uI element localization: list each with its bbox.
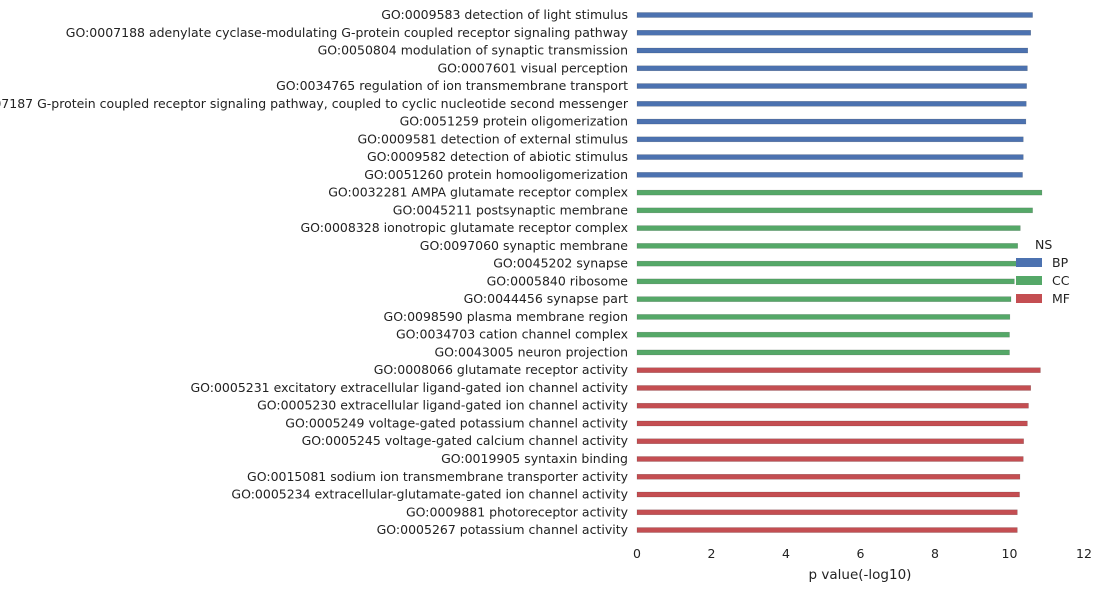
category-label: GO:0007188 adenylate cyclase-modulating …	[66, 25, 629, 40]
x-tick-label: 12	[1076, 546, 1092, 561]
category-label: GO:0051260 protein homooligomerization	[364, 167, 628, 182]
x-axis-label: p value(-log10)	[809, 567, 912, 583]
legend-swatch-mf	[1016, 294, 1042, 303]
x-tick-label: 0	[633, 546, 641, 561]
category-label: GO:0045202 synapse	[493, 256, 628, 271]
category-label: GO:0005234 extracellular-glutamate-gated…	[231, 487, 628, 502]
legend: NS BP CC MF	[1016, 237, 1070, 306]
category-label: GO:0009881 photoreceptor activity	[406, 504, 629, 519]
bar-mf-21	[636, 367, 1041, 373]
legend-swatch-cc	[1016, 276, 1042, 285]
category-label: GO:0043005 neuron projection	[434, 344, 628, 359]
category-label: GO:0044456 synapse part	[464, 291, 628, 306]
bar-bp-5	[636, 83, 1027, 89]
category-label: GO:0097060 synaptic membrane	[420, 238, 629, 253]
bars-layer	[636, 12, 1043, 533]
category-label: GO:0008066 glutamate receptor activity	[374, 362, 629, 377]
category-label: GO:0008328 ionotropic glutamate receptor…	[301, 220, 629, 235]
bar-mf-23	[636, 402, 1029, 409]
category-label: GO:0005267 potassium channel activity	[377, 522, 629, 537]
legend-label-bp: BP	[1052, 255, 1069, 270]
bar-mf-26	[636, 456, 1024, 462]
category-label: GO:0051259 protein oligomerization	[400, 114, 628, 129]
bar-bp-4	[636, 65, 1028, 72]
legend-label-cc: CC	[1052, 273, 1070, 288]
bar-bp-1	[636, 12, 1033, 18]
category-label: GO:0015081 sodium ion transmembrane tran…	[247, 469, 629, 484]
bar-mf-28	[636, 491, 1020, 498]
x-axis-ticks: 0 2 4 6 8 10 12	[633, 546, 1092, 561]
legend-title: NS	[1035, 237, 1052, 252]
category-label: GO:0007187 G-protein coupled receptor si…	[0, 96, 629, 111]
legend-swatch-bp	[1016, 258, 1042, 267]
x-tick-label: 4	[782, 546, 790, 561]
bar-cc-15	[636, 260, 1018, 267]
bar-cc-18	[636, 314, 1011, 320]
bar-bp-9	[636, 154, 1024, 160]
category-label: GO:0034703 cation channel complex	[396, 327, 628, 342]
category-label: GO:0005249 voltage-gated potassium chann…	[285, 415, 628, 430]
bar-bp-6	[636, 101, 1027, 107]
category-label: GO:0005230 extracellular ligand-gated io…	[257, 398, 629, 413]
legend-label-mf: MF	[1052, 291, 1070, 306]
x-tick-label: 10	[1002, 546, 1018, 561]
bar-bp-7	[636, 118, 1027, 125]
bar-mf-27	[636, 474, 1021, 480]
x-tick-label: 6	[857, 546, 865, 561]
x-tick-label: 8	[931, 546, 939, 561]
bar-cc-16	[636, 278, 1015, 285]
category-label: GO:0098590 plasma membrane region	[384, 309, 628, 324]
category-label: GO:0045211 postsynaptic membrane	[393, 202, 629, 217]
bar-cc-20	[636, 349, 1010, 356]
bar-mf-30	[636, 527, 1018, 533]
bar-bp-3	[636, 47, 1029, 54]
category-labels: GO:0009583 detection of light stimulus GO…	[0, 7, 629, 537]
bar-cc-11	[636, 189, 1043, 196]
x-tick-label: 2	[708, 546, 716, 561]
category-label: GO:0032281 AMPA glutamate receptor compl…	[328, 185, 628, 200]
bar-mf-29	[636, 509, 1018, 516]
category-label: GO:0005231 excitatory extracellular liga…	[190, 380, 628, 395]
bar-mf-22	[636, 385, 1031, 391]
bar-mf-25	[636, 438, 1024, 444]
bar-cc-12	[636, 207, 1033, 214]
category-label: GO:0005840 ribosome	[487, 273, 629, 288]
category-label: GO:0005245 voltage-gated calcium channel…	[302, 433, 629, 448]
category-label: GO:0007601 visual perception	[437, 60, 628, 75]
category-label: GO:0009583 detection of light stimulus	[381, 7, 628, 22]
category-label: GO:0050804 modulation of synaptic transm…	[318, 43, 628, 58]
bar-bp-2	[636, 30, 1031, 36]
bar-mf-24	[636, 420, 1028, 427]
bar-cc-19	[636, 331, 1010, 338]
category-label: GO:0009581 detection of external stimulu…	[358, 131, 629, 146]
category-label: GO:0019905 syntaxin binding	[441, 451, 628, 466]
bar-bp-8	[636, 136, 1024, 143]
bar-cc-13	[636, 225, 1021, 231]
bar-cc-14	[636, 243, 1018, 249]
legend-entries: BP CC MF	[1016, 255, 1070, 306]
bar-bp-10	[636, 172, 1023, 178]
category-label: GO:0034765 regulation of ion transmembra…	[276, 78, 628, 93]
category-label: GO:0009582 detection of abiotic stimulus	[367, 149, 628, 164]
bar-cc-17	[636, 296, 1012, 302]
